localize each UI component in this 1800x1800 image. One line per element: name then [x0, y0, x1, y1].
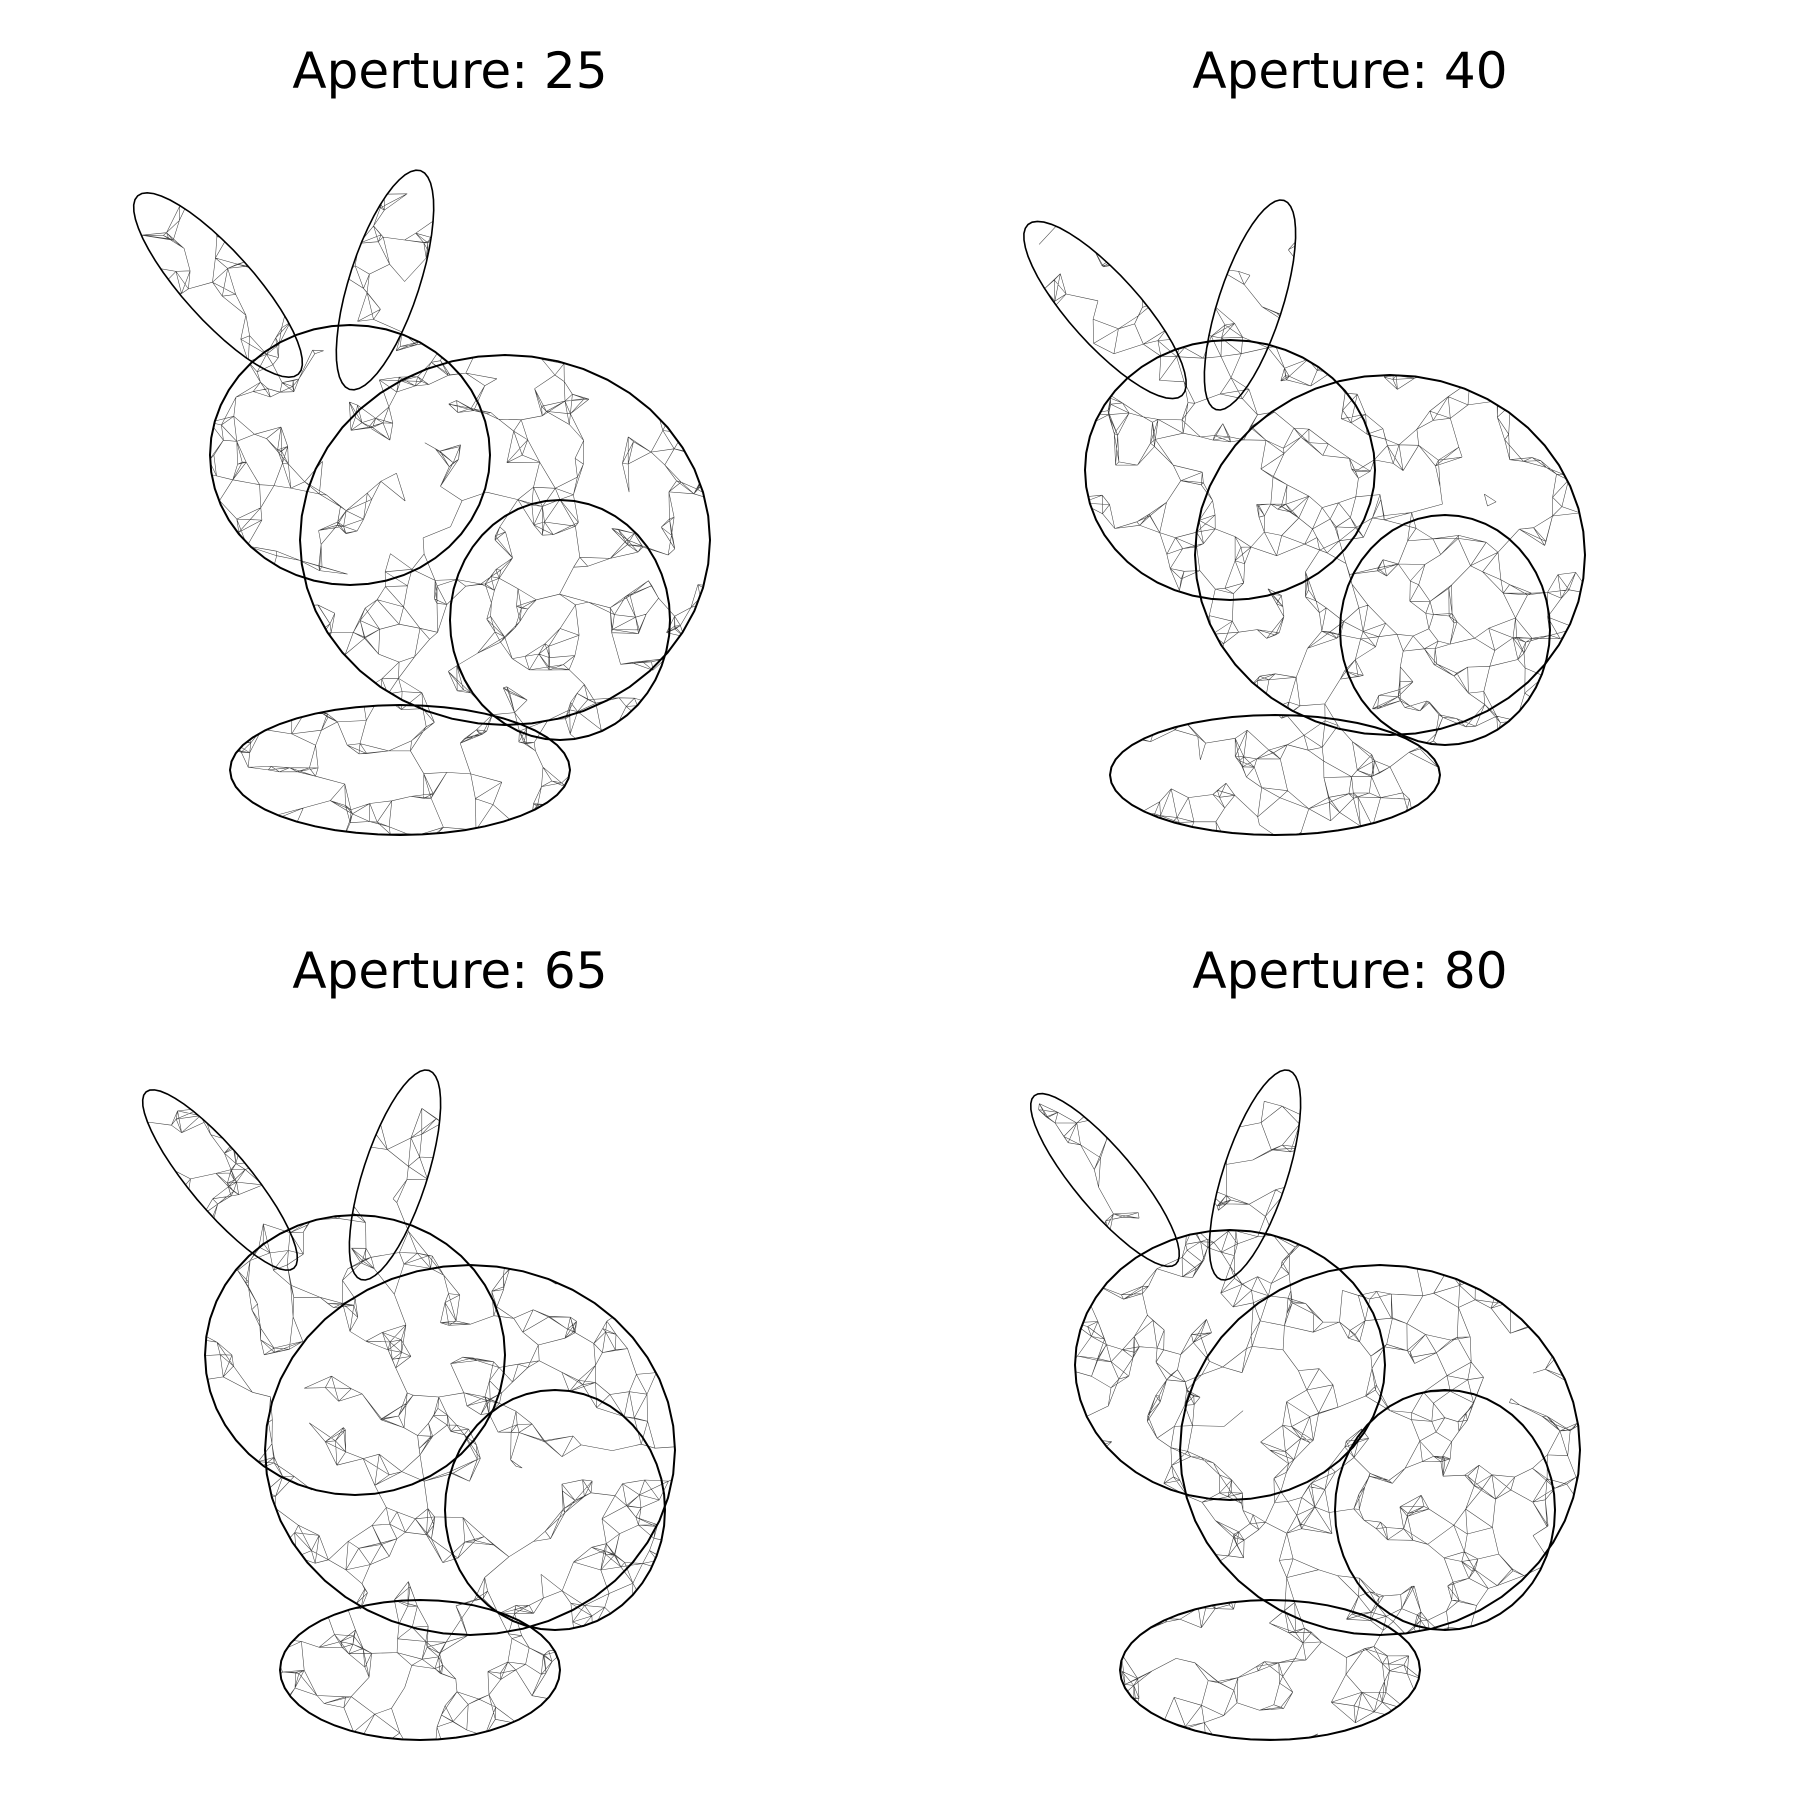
mesh-edges	[142, 1101, 675, 1740]
panel-aperture-40: Aperture: 40	[900, 0, 1800, 900]
body-part-outline	[278, 1598, 562, 1742]
panel-title: Aperture: 25	[292, 42, 608, 100]
mesh-edges	[133, 190, 710, 835]
mesh-edges	[1030, 201, 1585, 835]
wireframe-mesh	[1023, 199, 1587, 837]
body-part-outline	[1073, 1228, 1387, 1502]
panel-aperture-65: Aperture: 65	[0, 900, 900, 1800]
ear-outline	[1023, 220, 1187, 400]
bunny-wireframe-render	[132, 169, 712, 837]
wireframe-mesh	[132, 169, 712, 837]
body-part-outline	[1338, 513, 1552, 747]
body-part-outline	[228, 703, 572, 837]
mesh-edges	[1030, 1101, 1580, 1740]
body-part-outline	[443, 1388, 667, 1632]
ear-outline	[335, 169, 435, 391]
ear-outline	[1029, 1092, 1181, 1268]
body-part-outline	[1118, 1598, 1422, 1742]
body-part-outline	[203, 1213, 507, 1497]
panel-aperture-25: Aperture: 25	[0, 0, 900, 900]
body-part-outline	[298, 353, 712, 727]
body-part-outline	[1193, 373, 1587, 737]
body-part-outline	[1108, 713, 1442, 837]
ear-outline	[348, 1069, 442, 1281]
panel-title: Aperture: 80	[1192, 942, 1508, 1000]
ear-outline	[132, 191, 304, 379]
bunny-wireframe-render	[141, 1069, 677, 1742]
wireframe-mesh	[141, 1069, 677, 1742]
bunny-wireframe-render	[1023, 199, 1587, 837]
ear-outline	[1203, 199, 1297, 411]
panel-aperture-80: Aperture: 80	[900, 900, 1800, 1800]
body-part-outline	[1083, 338, 1377, 602]
wireframe-mesh	[1029, 1069, 1582, 1742]
body-part-outline	[1178, 1263, 1582, 1637]
panel-title: Aperture: 40	[1192, 42, 1508, 100]
ear-outline	[141, 1089, 299, 1271]
body-part-outline	[263, 1263, 677, 1637]
body-part-outline	[448, 498, 672, 742]
bunny-wireframe-render	[1029, 1069, 1582, 1742]
body-part-outline	[208, 323, 492, 587]
body-part-outline	[1333, 1388, 1557, 1632]
panel-title: Aperture: 65	[292, 942, 608, 1000]
ear-outline	[1208, 1069, 1302, 1281]
